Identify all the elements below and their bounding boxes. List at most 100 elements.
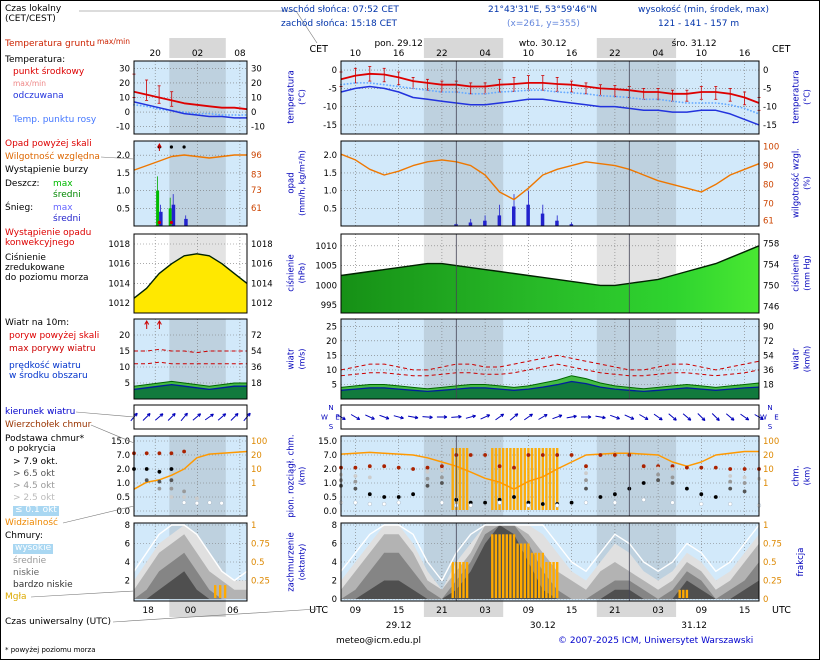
svg-text:72: 72 — [763, 337, 774, 347]
svg-text:-10: -10 — [323, 103, 337, 113]
svg-text:1: 1 — [251, 479, 256, 489]
svg-text:0.25: 0.25 — [251, 577, 270, 587]
svg-text:15: 15 — [119, 347, 130, 357]
svg-text:1014: 1014 — [108, 279, 130, 289]
legend-utc: Czas uniwersalny (UTC) — [5, 617, 112, 627]
svg-text:21: 21 — [609, 606, 620, 616]
svg-text:śro. 31.12: śro. 31.12 — [672, 38, 717, 49]
legend-cloud-top: Wierzchołek chmur — [5, 420, 92, 430]
axis-label-precip-left: opad (mm/h, kg/m²/h) — [286, 150, 307, 216]
legend-storm: Wystąpienie burzy — [5, 165, 89, 175]
svg-text:10: 10 — [763, 465, 774, 475]
legend-temperature-panel: 30 20 10 0 -10 30 20 10 0 -10 — [116, 60, 265, 135]
svg-text:29.12: 29.12 — [386, 621, 412, 631]
svg-text:UTC: UTC — [772, 605, 791, 616]
svg-text:754: 754 — [763, 261, 779, 271]
svg-text:2.0: 2.0 — [323, 151, 337, 161]
svg-text:20: 20 — [251, 79, 262, 89]
svg-text:0.75: 0.75 — [251, 540, 270, 550]
legend-temp-mid: punkt środkowy — [13, 67, 85, 77]
svg-text:10: 10 — [523, 49, 535, 59]
svg-text:1016: 1016 — [251, 260, 273, 270]
legend-okt-25: > 2.5 okt — [13, 493, 55, 503]
svg-text:20: 20 — [149, 49, 161, 59]
svg-text:20: 20 — [763, 451, 774, 461]
svg-text:1012: 1012 — [251, 299, 273, 309]
svg-text:15: 15 — [566, 606, 577, 616]
main-cloud-base-panel: 15.0 7.0 2.0 1.0 0.5 0.0 100 20 10 1 — [318, 435, 779, 517]
svg-text:16: 16 — [393, 49, 405, 59]
sunset-time: zachód słońca: 15:18 CET — [281, 19, 398, 29]
svg-text:8: 8 — [332, 521, 337, 531]
legend-clouds: Chmury: — [5, 531, 43, 541]
svg-text:30: 30 — [119, 64, 130, 74]
svg-text:10: 10 — [350, 49, 362, 59]
svg-text:6: 6 — [125, 540, 130, 550]
axis-label-humidity-right: wilgotność wzgl. (%) — [791, 148, 812, 218]
svg-text:1: 1 — [251, 521, 256, 531]
svg-text:09: 09 — [350, 606, 362, 616]
svg-text:83: 83 — [251, 171, 262, 181]
svg-text:08: 08 — [234, 49, 246, 59]
svg-text:-15: -15 — [763, 121, 777, 131]
svg-text:36: 36 — [763, 366, 774, 376]
svg-text:CET: CET — [310, 44, 329, 55]
legend-precip-over: Opad powyżej skali — [5, 139, 92, 149]
legend-gust-over: poryw powyżej skali — [9, 331, 100, 341]
legend-dew-point: Temp. punktu rosy — [13, 115, 97, 125]
axis-label-pressure-left: ciśnienie (hPa) — [286, 254, 307, 292]
svg-text:09: 09 — [696, 606, 708, 616]
legend-humidity: Wilgotność względna — [5, 152, 100, 162]
meteo-email-link[interactable]: meteo@icm.edu.pl — [336, 636, 421, 646]
legend-clouds-low: niskie — [13, 568, 40, 578]
svg-text:0.0: 0.0 — [116, 507, 130, 517]
svg-text:UTC: UTC — [309, 605, 328, 616]
svg-text:1000: 1000 — [315, 281, 337, 291]
svg-text:W: W — [760, 414, 767, 422]
svg-text:7.0: 7.0 — [116, 451, 130, 461]
svg-text:0: 0 — [332, 595, 337, 605]
svg-text:2.0: 2.0 — [116, 151, 130, 161]
svg-text:-10: -10 — [116, 123, 130, 133]
time-labels: pon. 29.12 29.12 wto. 30.12 30.12 śro. 31.12… — [142, 38, 791, 631]
svg-text:0: 0 — [125, 108, 130, 118]
svg-text:90: 90 — [763, 322, 774, 332]
elevation-label: wysokość (min, środek, max) — [638, 5, 769, 15]
svg-text:0.5: 0.5 — [323, 204, 337, 214]
svg-text:15.0: 15.0 — [318, 437, 337, 447]
svg-text:16: 16 — [739, 49, 751, 59]
legend-wind-panel: 20 15 10 5 72 54 36 18 — [119, 318, 262, 400]
legend-cloud-base-2: o pokrycia — [9, 444, 56, 454]
svg-text:15.0: 15.0 — [111, 437, 130, 447]
svg-text:18: 18 — [251, 379, 262, 389]
svg-text:0: 0 — [332, 66, 337, 76]
svg-text:10: 10 — [251, 94, 262, 104]
svg-text:36: 36 — [251, 363, 262, 373]
svg-text:1.0: 1.0 — [116, 479, 130, 489]
svg-text:10: 10 — [119, 363, 130, 373]
location-coordinates: 21°43'31"E, 53°59'46"N — [488, 5, 598, 15]
svg-text:5: 5 — [332, 380, 337, 390]
svg-text:61: 61 — [251, 204, 262, 214]
svg-text:20: 20 — [251, 451, 262, 461]
svg-text:0.5: 0.5 — [251, 558, 265, 568]
legend-pressure-3: do poziomu morza — [5, 273, 89, 283]
svg-text:0.25: 0.25 — [763, 577, 782, 587]
svg-text:90: 90 — [763, 162, 774, 172]
legend-clouds-very-low: bardzo niskie — [13, 580, 73, 590]
legend-pressure-2: zredukowane — [5, 263, 65, 273]
svg-text:02: 02 — [192, 49, 203, 59]
svg-text:10: 10 — [119, 94, 130, 104]
svg-text:0.0: 0.0 — [323, 507, 337, 517]
legend-visibility: Widzialność — [5, 518, 59, 528]
svg-text:25: 25 — [326, 322, 337, 332]
legend-feels-like: odczuwana — [13, 91, 64, 101]
svg-text:1.0: 1.0 — [323, 187, 337, 197]
local-time-label-2: (CET/CEST) — [5, 14, 56, 24]
svg-text:2.0: 2.0 — [323, 465, 337, 475]
leader-lines — [30, 10, 318, 623]
svg-text:22: 22 — [436, 49, 447, 59]
local-time-label-1: Czas lokalny — [5, 4, 62, 14]
legend-wind-direction: kierunek wiatru — [5, 407, 76, 417]
time-bands — [169, 38, 677, 617]
